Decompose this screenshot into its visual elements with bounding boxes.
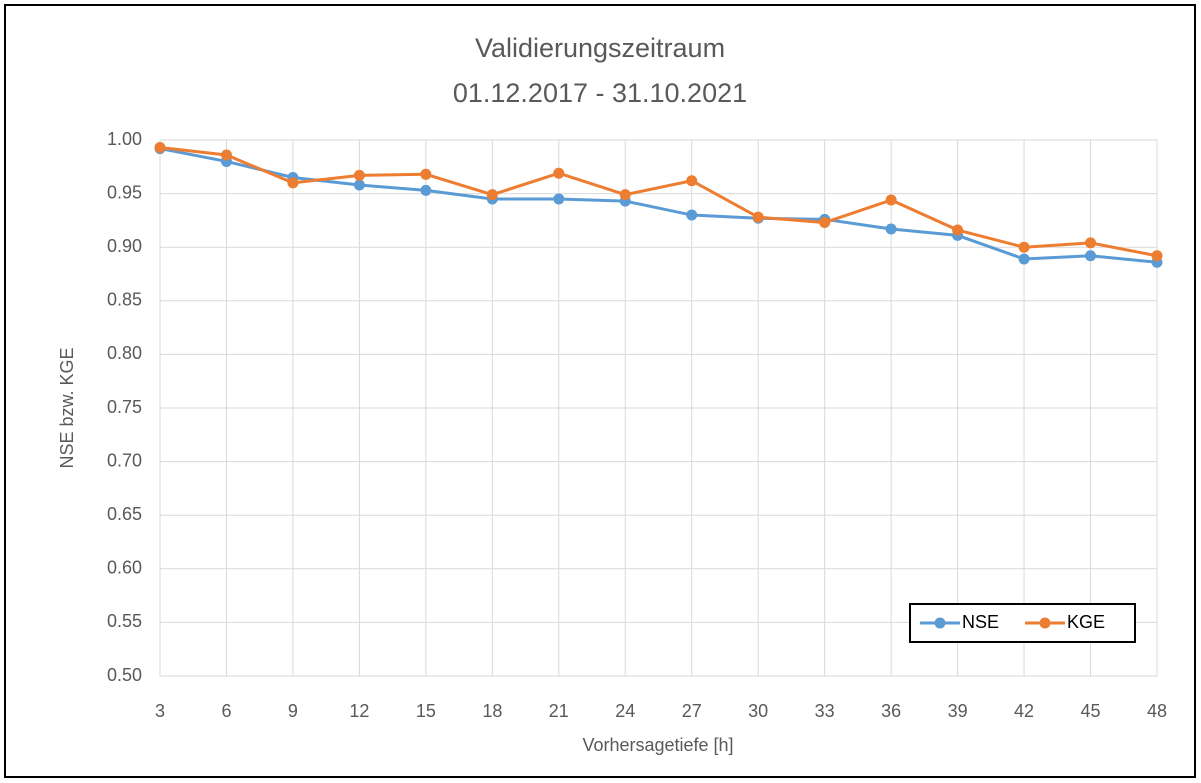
x-tick-label: 12 [349,701,369,721]
y-tick-label: 0.95 [107,182,142,202]
data-point [885,194,897,206]
legend-marker [1039,617,1051,629]
y-tick-label: 1.00 [107,129,142,149]
data-point [154,142,166,154]
data-point [220,149,232,161]
y-axis-label: NSE bzw. KGE [57,347,77,468]
x-tick-label: 30 [748,701,768,721]
y-tick-label: 0.75 [107,397,142,417]
data-point [353,179,365,191]
x-tick-label: 9 [288,701,298,721]
data-point [1018,253,1030,265]
x-tick-label: 21 [549,701,569,721]
data-point [353,169,365,181]
data-point [287,177,299,189]
x-tick-label: 42 [1014,701,1034,721]
y-tick-label: 0.65 [107,504,142,524]
chart-subtitle: 01.12.2017 - 31.10.2021 [453,78,747,108]
x-tick-label: 39 [948,701,968,721]
x-tick-label: 18 [482,701,502,721]
x-tick-label: 36 [881,701,901,721]
y-tick-label: 0.80 [107,343,142,363]
data-point [420,184,432,196]
x-tick-label: 6 [221,701,231,721]
data-point [553,193,565,205]
y-tick-label: 0.60 [107,558,142,578]
data-point [553,167,565,179]
legend-label: NSE [962,612,999,632]
y-tick-label: 0.50 [107,665,142,685]
x-tick-label: 3 [155,701,165,721]
series-line [159,147,1158,264]
y-tick-label: 0.55 [107,611,142,631]
series-line [159,146,1158,258]
data-point [1018,241,1030,253]
x-tick-label: 45 [1081,701,1101,721]
data-point [1085,237,1097,249]
legend-marker [934,617,946,629]
x-tick-label: 27 [682,701,702,721]
data-point [686,175,698,187]
data-point [420,168,432,180]
data-point [1151,250,1163,262]
data-point [885,223,897,235]
x-tick-label: 15 [416,701,436,721]
data-point [486,189,498,201]
y-tick-label: 0.70 [107,450,142,470]
y-tick-label: 0.90 [107,236,142,256]
x-axis-label: Vorhersagetiefe [h] [582,735,733,755]
data-point [952,224,964,236]
data-point [1085,250,1097,262]
legend-label: KGE [1067,612,1105,632]
y-tick-label: 0.85 [107,290,142,310]
x-tick-label: 33 [815,701,835,721]
x-tick-label: 48 [1147,701,1167,721]
chart-title: Validierungszeitraum [475,33,725,63]
data-point [619,189,631,201]
data-point [752,211,764,223]
chart-border [4,4,1196,778]
data-point [686,209,698,221]
data-point [819,217,831,229]
x-tick-label: 24 [615,701,635,721]
